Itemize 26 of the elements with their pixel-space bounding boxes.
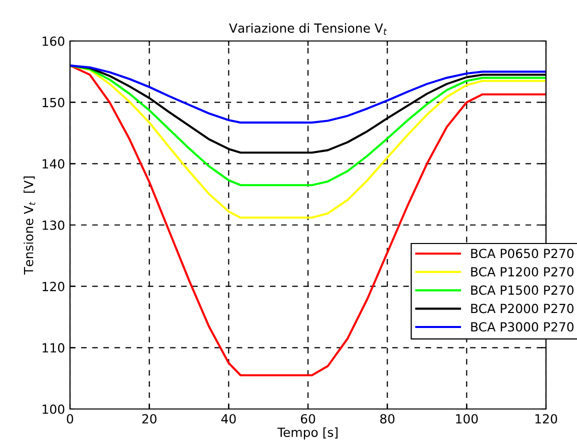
y-tick-label: 110 xyxy=(42,343,64,353)
y-tick-label: 150 xyxy=(42,98,64,108)
legend-label: BCA P1200 P270 xyxy=(471,267,574,277)
x-tick-label: 0 xyxy=(66,414,74,424)
x-tick-label: 40 xyxy=(221,414,236,424)
x-tick-label: 60 xyxy=(300,414,316,424)
x-tick-label: 80 xyxy=(380,414,394,424)
line-series xyxy=(70,64,546,124)
legend-label: BCA P0650 P270 xyxy=(471,248,574,258)
legend-label: BCA P1500 P270 xyxy=(471,285,574,295)
y-tick-label: 140 xyxy=(42,159,64,169)
x-axis-title: Tempo [s] xyxy=(277,427,338,440)
y-tick-label: 130 xyxy=(42,220,64,230)
chart-title: Variazione di Tensione V$_{t}$ xyxy=(229,23,387,35)
y-tick-label: 120 xyxy=(42,282,64,292)
legend-label: BCA P3000 P270 xyxy=(471,322,574,332)
line-series xyxy=(70,64,546,186)
y-tick-label: 160 xyxy=(42,36,64,46)
line-series xyxy=(70,64,546,219)
line-series xyxy=(70,64,546,376)
x-tick-label: 120 xyxy=(535,414,558,424)
y-tick-label: 100 xyxy=(42,404,64,414)
y-axis-title: Tensione V$_{t}$ [V] xyxy=(24,176,36,275)
x-tick-label: 20 xyxy=(142,414,156,424)
x-tick-label: 100 xyxy=(456,414,478,424)
legend-label: BCA P2000 P270 xyxy=(471,304,574,314)
